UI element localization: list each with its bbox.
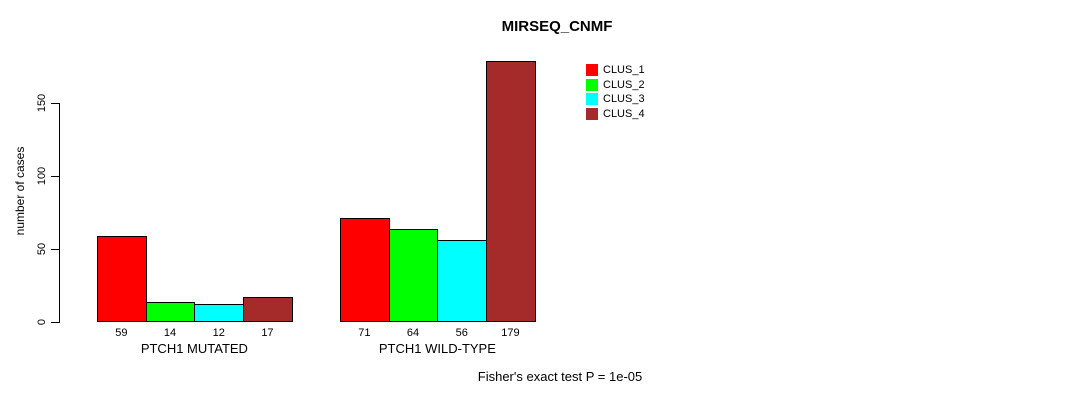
y-axis-tick-label: 150 — [36, 93, 48, 113]
legend-label: CLUS_3 — [603, 93, 645, 106]
legend-label: CLUS_2 — [603, 78, 645, 91]
y-axis-tick-label: 100 — [36, 166, 48, 186]
y-axis-tick — [51, 176, 59, 177]
annotation-fisher-test: Fisher's exact test P = 1e-05 — [477, 369, 643, 384]
bar-value-label: 14 — [163, 327, 177, 339]
y-axis-tick-label: 0 — [36, 318, 48, 326]
bar-clus_4-1 — [243, 297, 293, 322]
bar-clus_2-2 — [388, 228, 439, 322]
bar-value-label: 64 — [406, 327, 420, 339]
bar-value-label: 17 — [261, 327, 274, 339]
bar-value-label: 56 — [455, 327, 468, 339]
category-label-2: PTCH1 WILD-TYPE — [378, 341, 496, 356]
bar-value-label: 59 — [115, 327, 128, 339]
y-axis-tick-label: 50 — [36, 242, 48, 256]
legend-label: CLUS_4 — [603, 107, 645, 120]
bar-clus_1-2 — [340, 218, 390, 322]
category-label-1: PTCH1 MUTATED — [140, 341, 248, 356]
bar-value-label: 71 — [358, 327, 371, 339]
legend-item-clus_4: CLUS_4 — [586, 107, 645, 122]
legend-item-clus_2: CLUS_2 — [586, 78, 645, 93]
y-axis-tick — [51, 103, 59, 104]
y-axis-line — [59, 103, 60, 323]
bar-clus_3-2 — [437, 240, 488, 322]
legend-item-clus_3: CLUS_3 — [586, 92, 645, 107]
legend-swatch-icon — [586, 78, 598, 91]
legend: CLUS_1 CLUS_2 CLUS_3 CLUS_4 — [586, 63, 645, 121]
y-axis-tick — [51, 322, 59, 323]
bar-value-label: 12 — [212, 327, 225, 339]
bar-value-label: 179 — [501, 327, 520, 339]
legend-swatch-icon — [586, 93, 598, 106]
legend-item-clus_1: CLUS_1 — [586, 63, 645, 78]
bar-clus_2-1 — [145, 301, 196, 322]
bar-clus_4-2 — [486, 60, 536, 322]
chart-title: MIRSEQ_CNMF — [501, 18, 613, 35]
legend-swatch-icon — [586, 107, 598, 120]
legend-label: CLUS_1 — [603, 64, 645, 77]
legend-swatch-icon — [586, 64, 598, 77]
y-axis-tick — [51, 249, 59, 250]
bar-clus_3-1 — [194, 304, 245, 322]
bar-clus_1-1 — [97, 235, 147, 322]
